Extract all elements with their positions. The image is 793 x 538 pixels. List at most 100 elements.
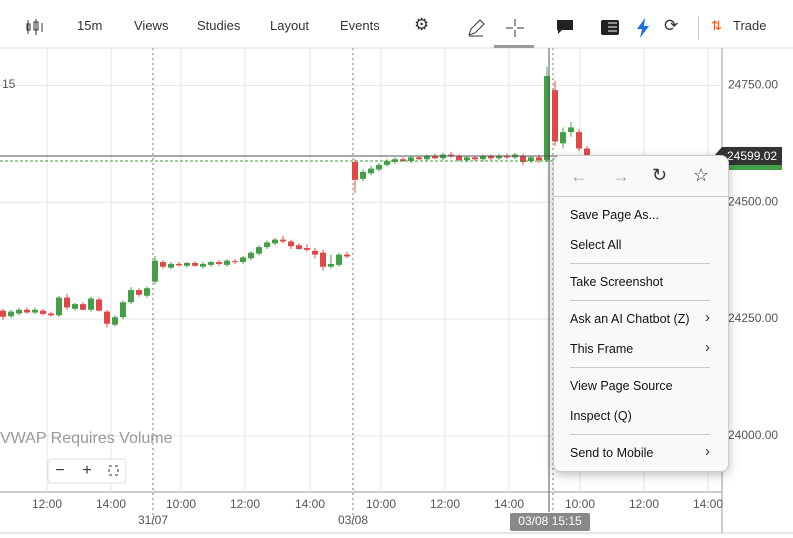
draw[interactable] xyxy=(466,18,486,38)
context-menu: ← → ↻ ☆ Save Page As... Select All Take Sc… xyxy=(553,155,729,472)
x-tick-label: 12:00 xyxy=(629,497,659,511)
candle-body xyxy=(160,262,166,267)
bookmark[interactable]: ☆ xyxy=(693,165,710,185)
candle-body xyxy=(208,262,214,265)
bolt[interactable] xyxy=(636,18,650,38)
trade[interactable]: Trade xyxy=(733,18,767,33)
candle-body xyxy=(152,260,158,282)
candle-body xyxy=(272,239,278,244)
zoom-box xyxy=(47,458,127,484)
candle-body xyxy=(424,156,430,160)
zoom-out[interactable]: − xyxy=(55,462,64,479)
chart-type-icon[interactable] xyxy=(24,18,46,36)
candle-body xyxy=(336,254,342,265)
reload[interactable]: ↻ xyxy=(652,165,668,185)
candle-body xyxy=(88,298,94,310)
candle-body xyxy=(432,156,438,159)
candle-body xyxy=(104,311,110,324)
candle-body xyxy=(320,252,326,267)
submenu-arrow: › xyxy=(705,309,710,326)
candle-body xyxy=(480,156,486,160)
candle-body xyxy=(168,263,174,268)
candle-body xyxy=(360,171,366,179)
candle-body xyxy=(288,241,294,247)
candle-body xyxy=(416,157,422,160)
candle-body xyxy=(256,247,262,254)
menu[interactable]: Studies xyxy=(197,18,241,33)
candle-body xyxy=(216,262,222,264)
candle-body xyxy=(560,132,566,144)
candle-body xyxy=(328,263,334,267)
separator xyxy=(554,196,728,197)
x-tick-label: 10:00 xyxy=(565,497,595,511)
candle-body xyxy=(280,239,286,242)
table[interactable] xyxy=(601,20,619,35)
candle-body xyxy=(456,156,462,161)
candle-body xyxy=(408,157,414,162)
candle-body xyxy=(0,310,6,317)
comment[interactable] xyxy=(556,19,574,35)
x-tick-label: 10:00 xyxy=(366,497,396,511)
back[interactable]: ← xyxy=(570,166,588,186)
interval[interactable]: 15m xyxy=(77,18,103,33)
candle-body xyxy=(16,309,22,314)
candle-body xyxy=(176,263,182,266)
y-tick-label: 24500.00 xyxy=(728,194,778,208)
divider xyxy=(698,16,699,40)
menu-item[interactable]: View Page Source xyxy=(570,379,673,393)
candle-body xyxy=(312,250,318,255)
candle-body xyxy=(352,162,358,180)
candle-body xyxy=(264,242,270,248)
menu-item[interactable]: Save Page As... xyxy=(570,208,659,222)
settings[interactable]: ⚙ xyxy=(414,15,430,34)
menu-item[interactable]: Send to Mobile xyxy=(570,446,654,460)
candle-body xyxy=(496,155,502,159)
active-underline xyxy=(494,45,534,48)
fullscreen[interactable] xyxy=(108,465,119,476)
price-label: 24599.02 xyxy=(727,149,777,163)
candle-body xyxy=(40,310,46,314)
candle-body xyxy=(248,252,254,259)
x-tick-label: 12:00 xyxy=(230,497,260,511)
y-tick-label: 24750.00 xyxy=(728,78,778,92)
candle-body xyxy=(192,262,198,266)
menu-item[interactable]: Ask an AI Chatbot (Z) xyxy=(570,312,690,326)
candle-body xyxy=(344,254,350,257)
forward[interactable]: → xyxy=(612,166,630,186)
candle-body xyxy=(568,127,574,133)
separator xyxy=(570,263,710,264)
menu[interactable]: Events xyxy=(340,18,380,33)
candle-body xyxy=(552,90,558,142)
candle-body xyxy=(296,245,302,249)
candle-body xyxy=(528,157,534,162)
candle-body xyxy=(400,159,406,162)
x-tick-label: 14:00 xyxy=(494,497,524,511)
zoom-in[interactable]: + xyxy=(82,462,91,479)
candle-body xyxy=(136,290,142,295)
candle-body xyxy=(8,311,14,317)
candle-body xyxy=(488,156,494,159)
y-tick-label: 24000.00 xyxy=(728,428,778,442)
menu-item[interactable]: This Frame xyxy=(570,342,634,356)
candle-body xyxy=(48,313,54,316)
partial-label: 15 xyxy=(2,77,16,91)
candle-body xyxy=(384,161,390,165)
refresh[interactable]: ⟳ xyxy=(664,16,679,35)
menu[interactable]: Views xyxy=(134,18,169,33)
x-tick-label: 12:00 xyxy=(32,497,62,511)
candle-body xyxy=(304,248,310,250)
candle-body xyxy=(144,288,150,296)
menu[interactable]: Layout xyxy=(270,18,310,33)
menu-item[interactable]: Take Screenshot xyxy=(570,275,664,289)
x-tick-label: 14:00 xyxy=(96,497,126,511)
crosshair[interactable] xyxy=(504,17,526,39)
time-label-bg xyxy=(510,513,590,531)
candle-body xyxy=(520,155,526,163)
menu-item[interactable]: Select All xyxy=(570,238,622,252)
candle-body xyxy=(32,309,38,313)
candle-body xyxy=(240,257,246,263)
menu-item[interactable]: Inspect (Q) xyxy=(570,409,632,423)
candle-body xyxy=(80,304,86,310)
date-label: 03/08 xyxy=(338,513,368,527)
date-label: 31/07 xyxy=(138,513,168,527)
